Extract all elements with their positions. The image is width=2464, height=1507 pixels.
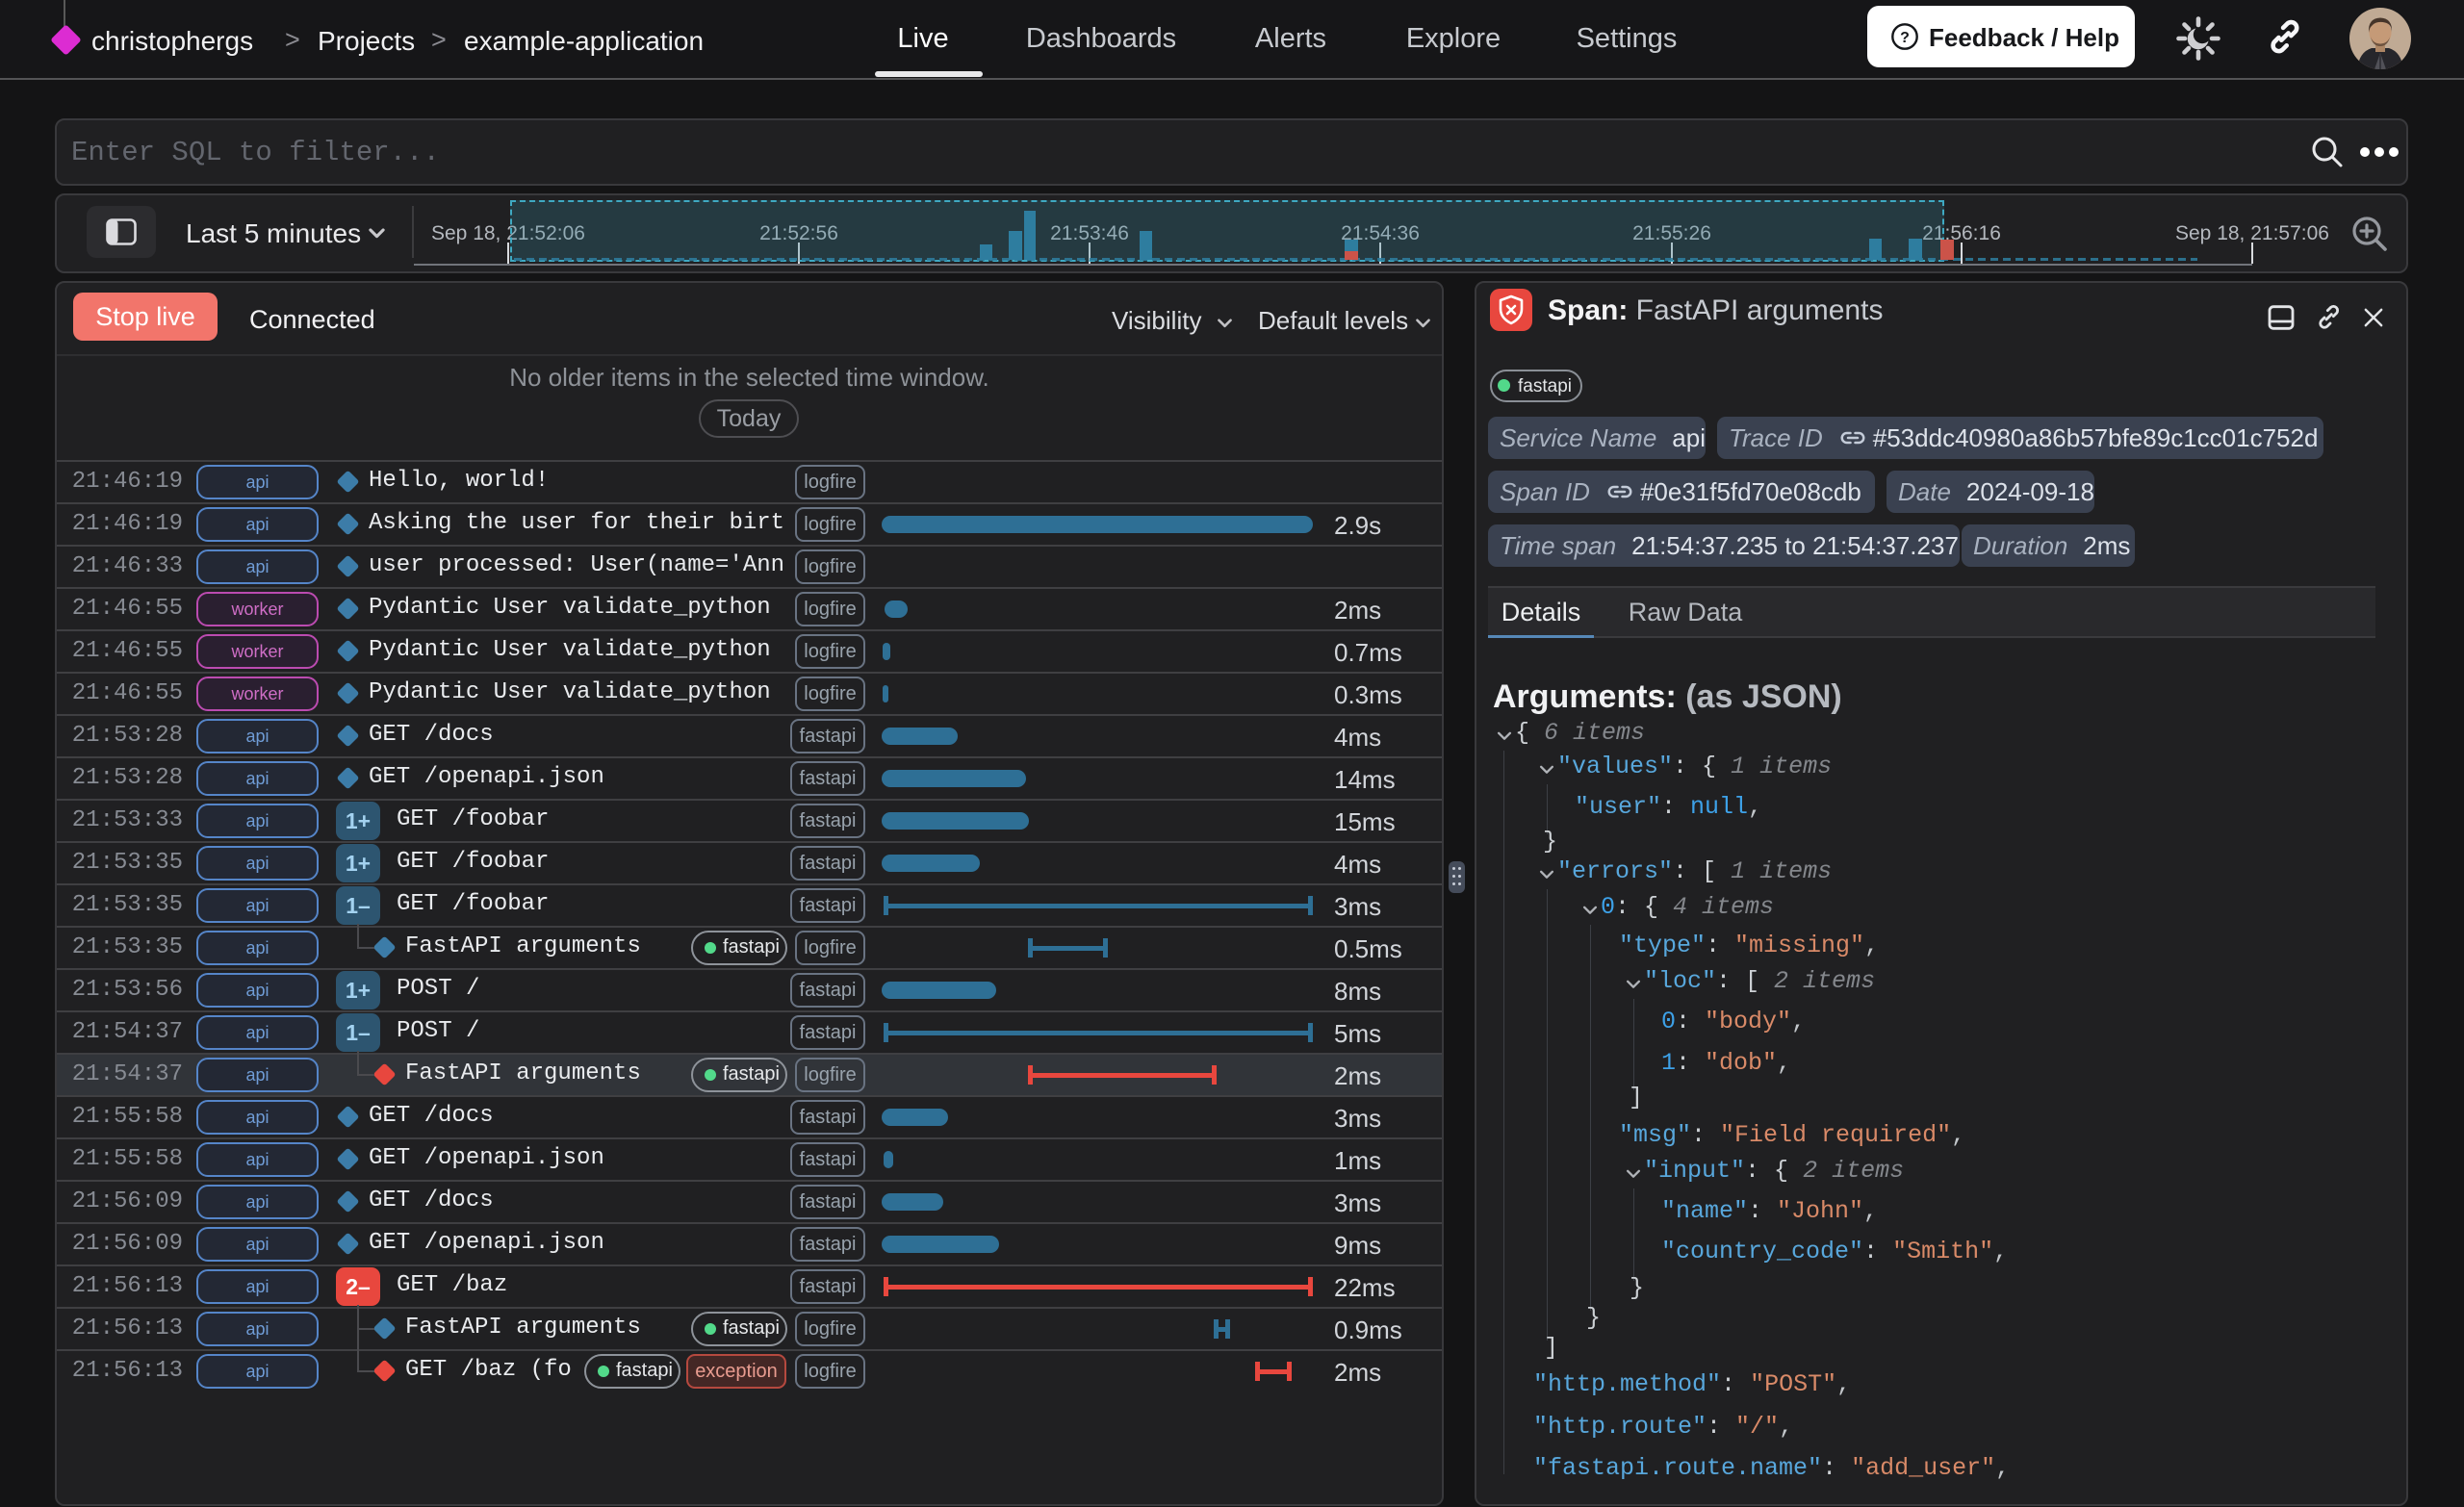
svg-text:?: ? (1900, 30, 1910, 46)
